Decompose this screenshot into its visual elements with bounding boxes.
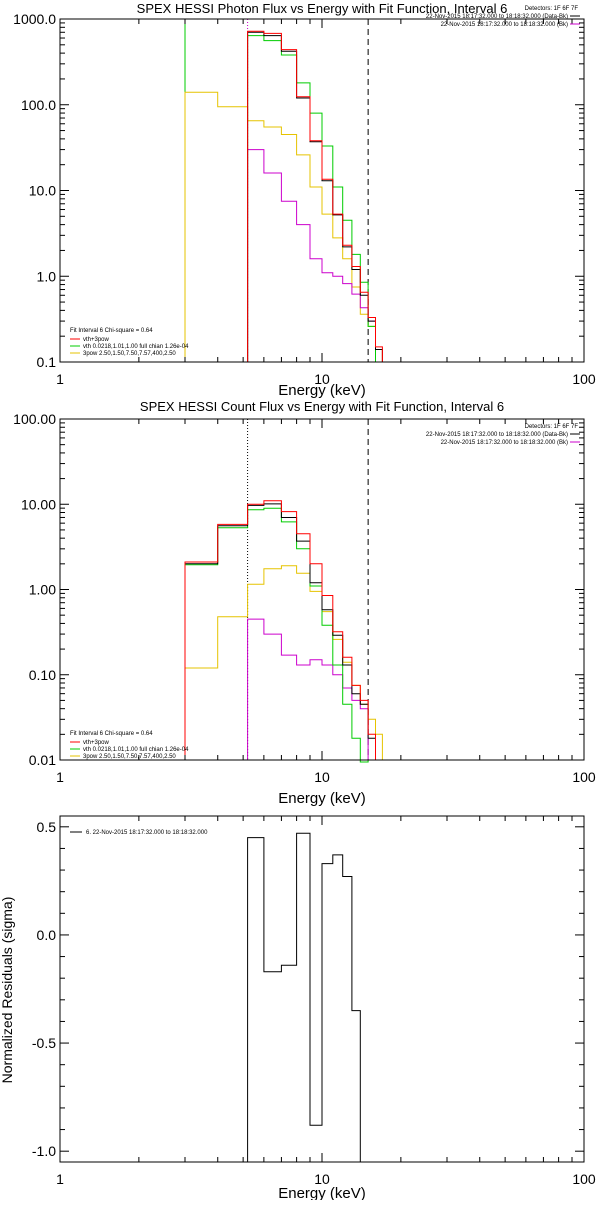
- photon-flux-ytick-label: 10.0: [29, 183, 56, 199]
- residuals-y-ticks: -1.0 -0.5 0.0 0.5: [32, 819, 56, 1159]
- count-flux-series: [184, 500, 383, 763]
- photon-flux-legend-3pow: 3pow 2.50,1.50,7.50,7.57,400,2.50: [83, 351, 176, 357]
- count-flux-plot-region: [184, 419, 383, 763]
- count-flux-legend-databk: 22-Nov-2015 18:17:32.000 to 18:18:32.000…: [426, 432, 568, 438]
- photon-flux-series-bk: [247, 149, 376, 362]
- residuals-y-axis-label: Normalized Residuals (sigma): [0, 897, 15, 1084]
- count-flux-xtick-label: 10: [314, 769, 330, 785]
- photon-flux-y-ticks: 0.1 1.0 10.0 100.0 1000.0: [13, 11, 56, 370]
- count-flux-ytick-label: 0.10: [29, 667, 56, 683]
- photon-flux-series: [184, 30, 383, 363]
- count-flux-ytick-label: 100.00: [13, 411, 56, 427]
- photon-flux-ytick-label: 1.0: [37, 268, 57, 284]
- photon-flux-xtick-label: 1: [56, 371, 64, 387]
- count-flux-tick-marks: [59, 418, 585, 761]
- photon-flux-ytick-label: 1000.0: [13, 11, 56, 27]
- photon-flux-legend-bk: 22-Nov-2015 18:17:32.000 to 18:18:32.000…: [441, 22, 568, 28]
- count-flux-series-vth_plus_3pow: [184, 500, 376, 760]
- photon-flux-legend-bottom: Fit Interval 6 Chi-square = 0.64 vth+3po…: [70, 328, 189, 357]
- count-flux-legend-top: Detectors: 1F 6F 7F 22-Nov-2015 18:17:32…: [426, 424, 580, 446]
- count-flux-legend-detectors: Detectors: 1F 6F 7F: [525, 424, 579, 430]
- residuals-ytick-label: 0.0: [37, 927, 57, 943]
- residuals-ytick-label: -0.5: [32, 1035, 56, 1051]
- photon-flux-x-ticks: 1 10 100: [56, 371, 596, 387]
- residuals-legend: 6. 22-Nov-2015 18:17:32.000 to 18:18:32.…: [70, 830, 208, 836]
- photon-flux-xtick-label: 100: [572, 371, 596, 387]
- photon-flux-title: SPEX HESSI Photon Flux vs Energy with Fi…: [137, 1, 508, 16]
- residuals-panel: 1 10 100 -1.0 -0.5 0.0 0.5 Normalized Re…: [0, 815, 596, 1202]
- photon-flux-legend-detectors: Detectors: 1F 6F 7F: [525, 6, 579, 12]
- photon-flux-legend-top: Detectors: 1F 6F 7F 22-Nov-2015 18:17:32…: [426, 6, 580, 28]
- count-flux-x-axis-label: Energy (keV): [278, 790, 366, 807]
- photon-flux-plot-region: [184, 19, 383, 363]
- photon-flux-panel: SPEX HESSI Photon Flux vs Energy with Fi…: [13, 1, 596, 399]
- residuals-ytick-label: -1.0: [32, 1143, 56, 1159]
- photon-flux-legend-vth3pow: vth+3pow: [83, 337, 110, 343]
- count-flux-legend-bottom: Fit Interval 6 Chi-square = 0.64 vth+3po…: [70, 731, 189, 760]
- count-flux-x-ticks: 1 10 100: [56, 769, 596, 785]
- photon-flux-legend-vth: vth 0.0218,1.01,1.00 full chian 1.26e-04: [83, 344, 189, 350]
- residuals-series-total: [247, 832, 369, 1163]
- residuals-tick-marks: [59, 816, 585, 1162]
- count-flux-ytick-label: 0.01: [29, 752, 56, 768]
- count-flux-xtick-label: 1: [56, 769, 64, 785]
- count-flux-legend-vth: vth 0.0218,1.01,1.00 full chian 1.26e-04: [83, 747, 189, 753]
- count-flux-title: SPEX HESSI Count Flux vs Energy with Fit…: [140, 399, 504, 414]
- residuals-x-ticks: 1 10 100: [56, 1171, 596, 1187]
- photon-flux-x-axis-label: Energy (keV): [278, 382, 366, 399]
- photon-flux-xtick-label: 10: [314, 371, 330, 387]
- count-flux-legend-fit-header: Fit Interval 6 Chi-square = 0.64: [70, 731, 153, 737]
- photon-flux-ytick-label: 0.1: [37, 354, 57, 370]
- photon-flux-legend-databk: 22-Nov-2015 18:17:32.000 to 18:18:32.000…: [426, 14, 568, 20]
- photon-flux-tick-marks: [59, 18, 585, 363]
- count-flux-ytick-label: 10.00: [21, 496, 56, 512]
- residuals-xtick-label: 100: [572, 1171, 596, 1187]
- count-flux-y-ticks: 0.01 0.10 1.00 10.00 100.00: [13, 411, 56, 768]
- count-flux-legend-bk: 22-Nov-2015 18:17:32.000 to 18:18:32.000…: [441, 440, 568, 446]
- photon-flux-series-vth_plus_3pow: [247, 30, 383, 362]
- count-flux-legend-vth3pow: vth+3pow: [83, 740, 110, 746]
- count-flux-ytick-label: 1.00: [29, 582, 56, 598]
- photon-flux-legend-fit-header: Fit Interval 6 Chi-square = 0.64: [70, 328, 153, 334]
- residuals-x-axis-label: Energy (keV): [278, 1185, 366, 1200]
- count-flux-panel: SPEX HESSI Count Flux vs Energy with Fit…: [13, 399, 596, 807]
- residuals-series: [247, 832, 369, 1163]
- count-flux-xtick-label: 100: [572, 769, 596, 785]
- residuals-ytick-label: 0.5: [37, 819, 57, 835]
- residuals-xtick-label: 10: [314, 1171, 330, 1187]
- count-flux-series-bk: [247, 618, 369, 760]
- residuals-plot-region: [247, 832, 369, 1163]
- residuals-xtick-label: 1: [56, 1171, 64, 1187]
- photon-flux-ytick-label: 100.0: [21, 97, 56, 113]
- count-flux-legend-3pow: 3pow 2.50,1.50,7.50,7.57,400,2.50: [83, 754, 176, 760]
- residuals-legend-label: 6. 22-Nov-2015 18:17:32.000 to 18:18:32.…: [86, 830, 208, 836]
